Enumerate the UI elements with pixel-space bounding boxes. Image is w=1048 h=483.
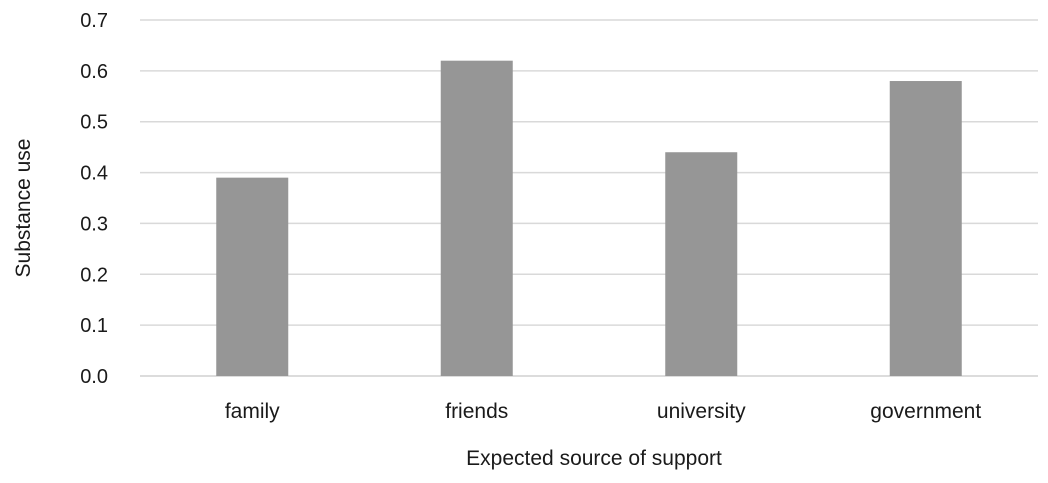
x-category-label: friends [445, 400, 508, 423]
y-tick-label: 0.6 [80, 61, 108, 83]
bar-government [889, 81, 962, 377]
bar-family [216, 177, 289, 376]
x-axis-category-labels: family friends university government [225, 400, 982, 423]
bar-university [665, 152, 738, 376]
y-axis-title: Substance use [12, 139, 35, 278]
x-category-label: family [225, 400, 280, 423]
y-tick-label: 0.5 [80, 112, 108, 134]
x-category-label: government [870, 400, 981, 423]
y-tick-label: 0.4 [80, 163, 108, 185]
x-category-label: university [657, 400, 746, 423]
gridlines [140, 19, 1038, 377]
y-tick-label: 0.3 [80, 213, 108, 235]
bar-friends [440, 60, 513, 376]
y-tick-label: 0.7 [80, 10, 108, 32]
y-tick-label: 0.0 [80, 366, 108, 388]
y-tick-label: 0.1 [80, 315, 108, 337]
y-axis-tick-labels: 0.0 0.1 0.2 0.3 0.4 0.5 0.6 0.7 [80, 10, 108, 388]
bars [216, 60, 962, 377]
y-tick-label: 0.2 [80, 264, 108, 286]
x-axis-title: Expected source of support [466, 447, 722, 470]
